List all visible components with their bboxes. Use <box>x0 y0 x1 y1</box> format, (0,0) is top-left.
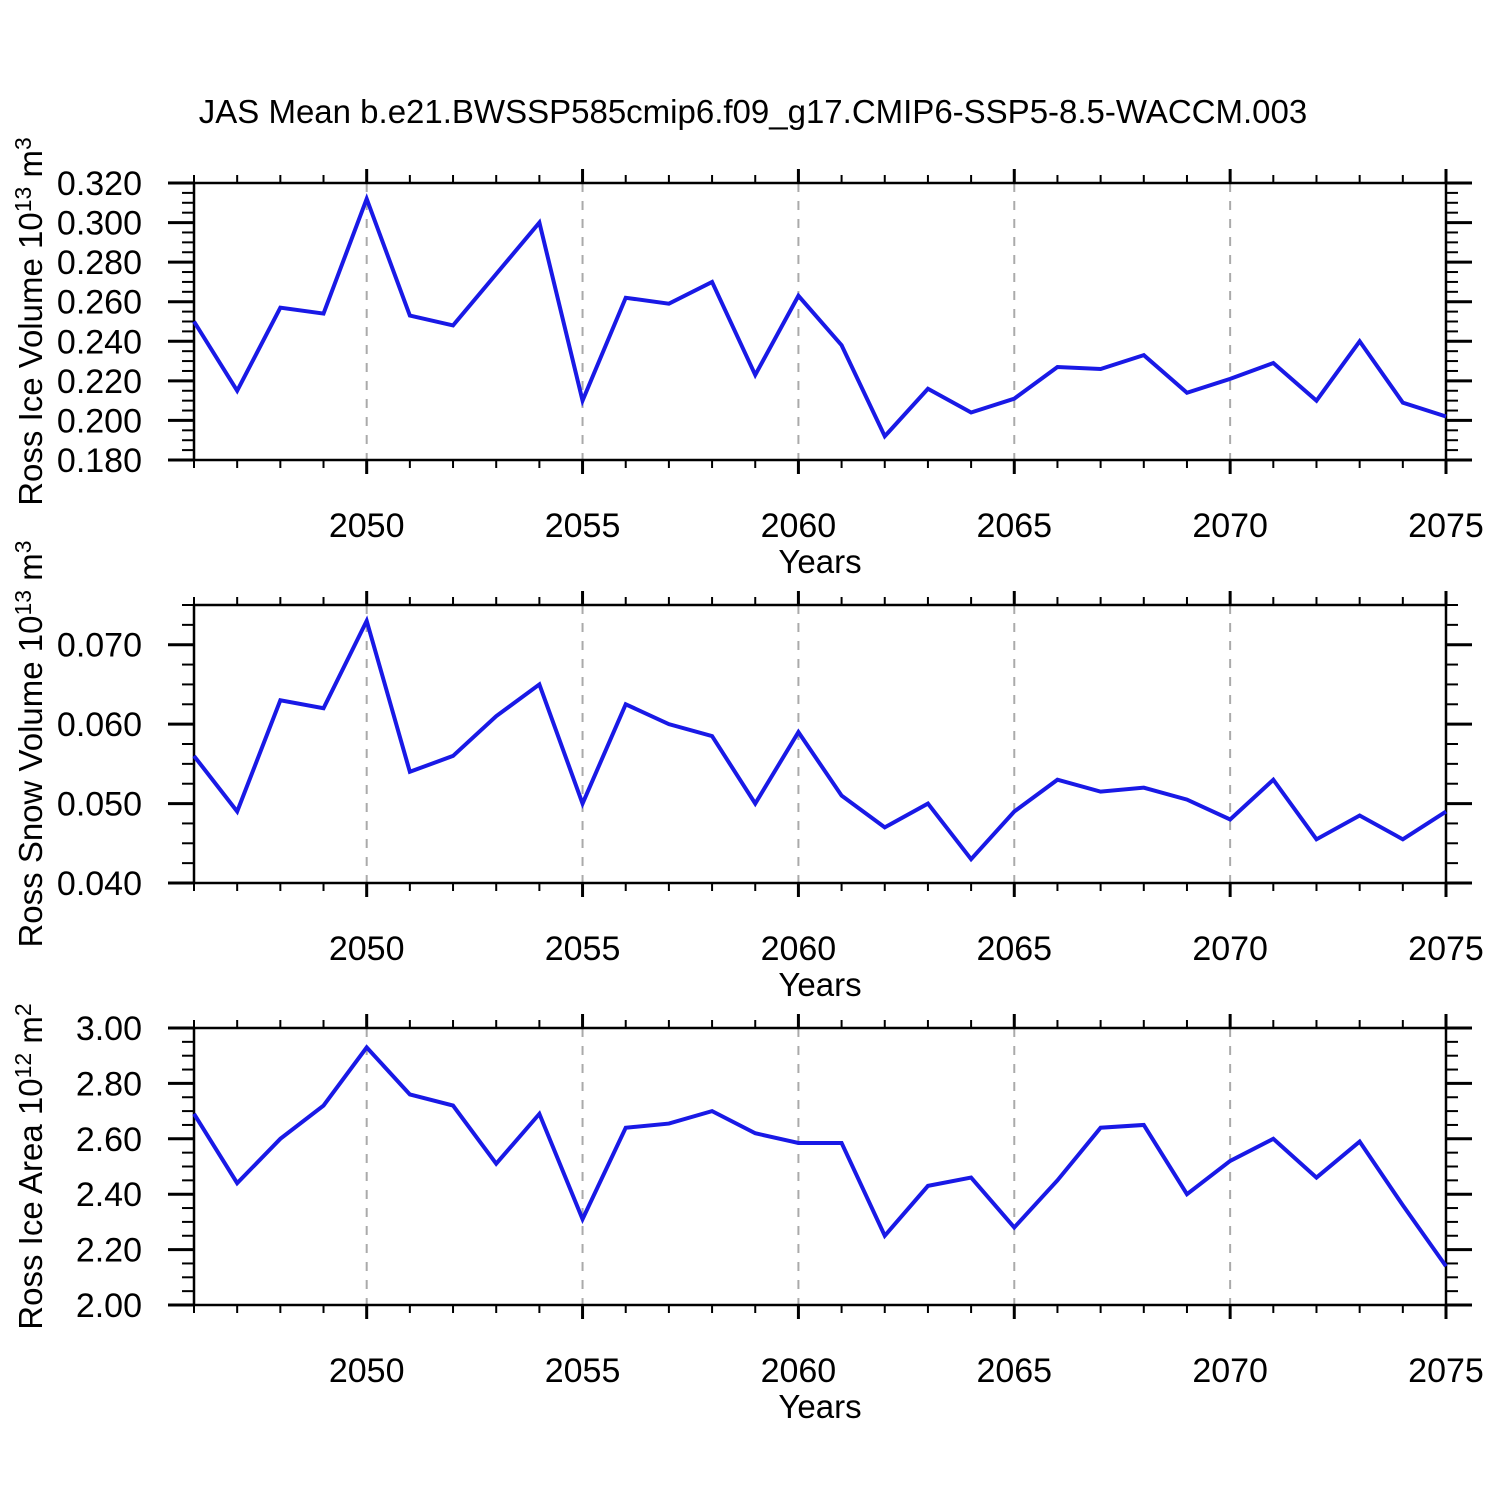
x-tick-label: 2060 <box>761 1352 837 1390</box>
y-axis-title: Ross Snow Volume 1013 m3 <box>10 540 49 947</box>
y-tick-label: 3.00 <box>76 1010 142 1048</box>
y-tick-label: 0.200 <box>57 402 142 440</box>
x-axis-title: Years <box>778 966 861 1003</box>
x-tick-label: 2050 <box>329 1352 405 1390</box>
y-tick-label: 2.40 <box>76 1176 142 1214</box>
x-tick-label: 2060 <box>761 930 837 968</box>
y-tick-label: 0.050 <box>57 786 142 824</box>
y-tick-label: 0.240 <box>57 323 142 361</box>
panel-ross-ice-area: 2.00 2.20 2.40 2.60 2.80 3.00 2050 2055 2060 2065… <box>10 1003 1484 1425</box>
y-tick-label: 2.80 <box>76 1065 142 1103</box>
x-tick-label: 2075 <box>1408 1352 1484 1390</box>
x-tick-label: 2075 <box>1408 930 1484 968</box>
y-tick-label: 0.300 <box>57 205 142 243</box>
y-tick-label: 0.040 <box>57 865 142 903</box>
y-tick-label: 0.260 <box>57 284 142 322</box>
panel-ross-ice-volume: 0.1800.2000.2200.2400.2600.2800.3000.320… <box>10 137 1484 580</box>
x-tick-label: 2050 <box>329 507 405 545</box>
data-line-ross-ice-volume <box>192 193 1447 440</box>
y-tick-label: 0.280 <box>57 244 142 282</box>
x-tick-label: 2055 <box>545 930 621 968</box>
y-axis-title: Ross Ice Area 1012 m2 <box>10 1003 49 1329</box>
y-tick-label: 0.220 <box>57 363 142 401</box>
chart-title: JAS Mean b.e21.BWSSP585cmip6.f09_g17.CMI… <box>198 93 1308 130</box>
x-tick-label: 2065 <box>976 930 1052 968</box>
data-line-ross-snow-volume <box>192 615 1448 863</box>
x-tick-label: 2065 <box>976 507 1052 545</box>
y-tick-label: 0.180 <box>57 442 142 480</box>
x-tick-label: 2070 <box>1192 1352 1268 1390</box>
y-tick-label: 2.60 <box>76 1121 142 1159</box>
y-axis-title: Ross Ice Volume 1013 m3 <box>10 137 49 506</box>
axis-box <box>192 1026 1448 1307</box>
x-tick-label: 2050 <box>329 930 405 968</box>
x-tick-label: 2060 <box>761 507 837 545</box>
axis-box <box>192 603 1448 885</box>
x-tick-label: 2075 <box>1408 507 1484 545</box>
data-line-ross-ice-area <box>192 1044 1448 1268</box>
x-axis-title: Years <box>778 1388 861 1425</box>
y-tick-label: 0.070 <box>57 627 142 665</box>
y-tick-label: 2.00 <box>76 1287 142 1325</box>
y-tick-label: 0.060 <box>57 706 142 744</box>
x-tick-label: 2065 <box>976 1352 1052 1390</box>
y-tick-label: 0.320 <box>57 165 142 203</box>
x-tick-label: 2070 <box>1192 507 1268 545</box>
x-tick-label: 2055 <box>545 507 621 545</box>
panel-ross-snow-volume: 0.040 0.050 0.060 0.070 2050 2055 2060 2065 2070… <box>10 540 1484 1003</box>
y-tick-label: 2.20 <box>76 1232 142 1270</box>
x-tick-label: 2055 <box>545 1352 621 1390</box>
x-axis-title: Years <box>778 543 861 580</box>
x-tick-label: 2070 <box>1192 930 1268 968</box>
